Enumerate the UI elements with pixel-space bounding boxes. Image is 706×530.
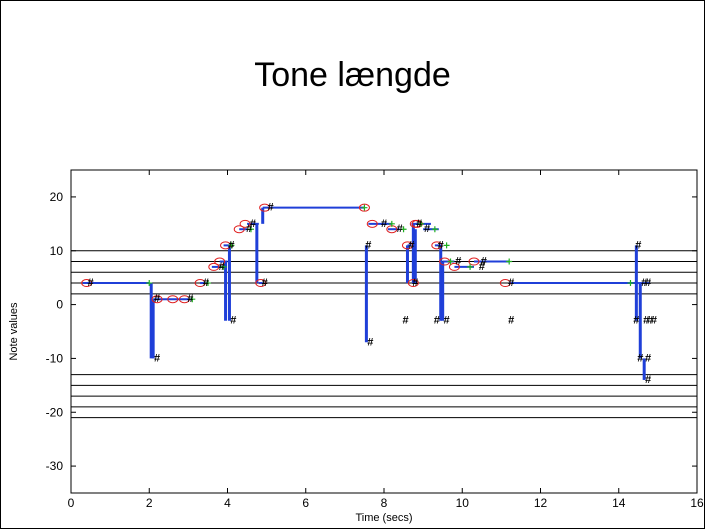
- offset-plus-marker: [361, 204, 368, 211]
- x-tick-label: 4: [224, 496, 231, 510]
- onset-circle-marker: [431, 241, 443, 250]
- onset-circle-marker: [259, 203, 271, 212]
- onset-circle-marker: [499, 279, 511, 288]
- x-tick-label: 0: [68, 496, 75, 510]
- hash-marker: #: [434, 315, 440, 327]
- x-tick-label: 6: [302, 496, 309, 510]
- hash-marker: #: [267, 202, 273, 214]
- offset-plus-marker: [506, 258, 513, 265]
- hash-marker: #: [246, 223, 252, 235]
- hash-marker: #: [645, 352, 651, 364]
- y-tick-label: 0: [56, 298, 63, 312]
- offset-plus-marker: [388, 220, 395, 227]
- x-axis-label: Time (secs): [355, 512, 412, 524]
- hash-marker: #: [230, 315, 236, 327]
- hash-marker: #: [637, 352, 643, 364]
- hash-marker: #: [643, 315, 649, 327]
- hash-marker: #: [88, 277, 94, 289]
- hash-marker: #: [154, 293, 160, 305]
- hash-marker: #: [365, 239, 371, 251]
- onset-circle-marker: [468, 257, 480, 266]
- onset-circle-marker: [358, 203, 370, 212]
- offset-plus-marker: [228, 242, 235, 249]
- offset-plus-marker: [220, 263, 227, 270]
- hash-marker: #: [397, 223, 403, 235]
- offset-plus-marker: [247, 226, 254, 233]
- onset-circle-marker: [233, 225, 245, 234]
- hash-marker: #: [408, 239, 414, 251]
- hash-marker: #: [508, 277, 514, 289]
- offset-plus-marker: [467, 263, 474, 270]
- hash-marker: #: [203, 277, 209, 289]
- hash-marker: #: [647, 315, 653, 327]
- hash-marker: #: [455, 256, 461, 268]
- hash-marker: #: [219, 261, 225, 273]
- hash-marker: #: [402, 315, 408, 327]
- y-tick-label: -10: [46, 351, 64, 365]
- hash-marker: #: [228, 239, 234, 251]
- x-tick-label: 14: [612, 496, 626, 510]
- hash-marker: #: [635, 239, 641, 251]
- y-tick-label: 10: [50, 244, 64, 258]
- hash-marker: #: [479, 261, 485, 273]
- y-axis-label: Note values: [8, 302, 20, 361]
- hash-marker: #: [481, 256, 487, 268]
- x-tick-label: 8: [381, 496, 388, 510]
- offset-plus-marker: [418, 220, 425, 227]
- onset-circle-marker: [167, 295, 179, 304]
- hash-marker: #: [633, 315, 639, 327]
- hash-marker: #: [645, 374, 651, 386]
- onset-circle-marker: [239, 219, 251, 228]
- y-tick-label: 20: [50, 190, 64, 204]
- offset-plus-marker: [447, 258, 454, 265]
- x-tick-label: 16: [690, 496, 704, 510]
- offset-plus-marker: [627, 280, 634, 287]
- slide-title: Tone længde: [254, 56, 451, 94]
- offset-plus-marker: [443, 242, 450, 249]
- y-tick-label: -20: [46, 405, 64, 419]
- hash-marker: #: [381, 218, 387, 230]
- hash-marker: #: [154, 352, 160, 364]
- hash-marker: #: [412, 277, 418, 289]
- y-tick-label: -30: [46, 459, 64, 473]
- offset-plus-marker: [146, 280, 153, 287]
- offset-plus-marker: [204, 280, 211, 287]
- hash-marker: #: [641, 277, 647, 289]
- onset-circle-marker: [407, 279, 419, 288]
- onset-circle-marker: [81, 279, 93, 288]
- x-tick-label: 2: [146, 496, 153, 510]
- hash-marker: #: [424, 223, 430, 235]
- hash-marker: #: [250, 218, 256, 230]
- hash-marker: #: [651, 315, 657, 327]
- x-tick-label: 10: [456, 496, 470, 510]
- onset-circle-marker: [208, 262, 220, 271]
- onset-circle-marker: [366, 219, 378, 228]
- hash-marker: #: [187, 293, 193, 305]
- x-tick-label: 12: [534, 496, 548, 510]
- offset-plus-marker: [431, 226, 438, 233]
- onset-circle-marker: [255, 279, 267, 288]
- hash-marker: #: [367, 336, 373, 348]
- hash-marker: #: [262, 277, 268, 289]
- hash-marker: #: [645, 277, 651, 289]
- onset-circle-marker: [448, 262, 460, 271]
- hash-marker: #: [444, 315, 450, 327]
- offset-plus-marker: [189, 296, 196, 303]
- hash-marker: #: [438, 239, 444, 251]
- onset-circle-marker: [401, 241, 413, 250]
- hash-marker: #: [416, 218, 422, 230]
- offset-plus-marker: [400, 226, 407, 233]
- onset-circle-marker: [214, 257, 226, 266]
- onset-circle-marker: [151, 295, 163, 304]
- hash-marker: #: [508, 315, 514, 327]
